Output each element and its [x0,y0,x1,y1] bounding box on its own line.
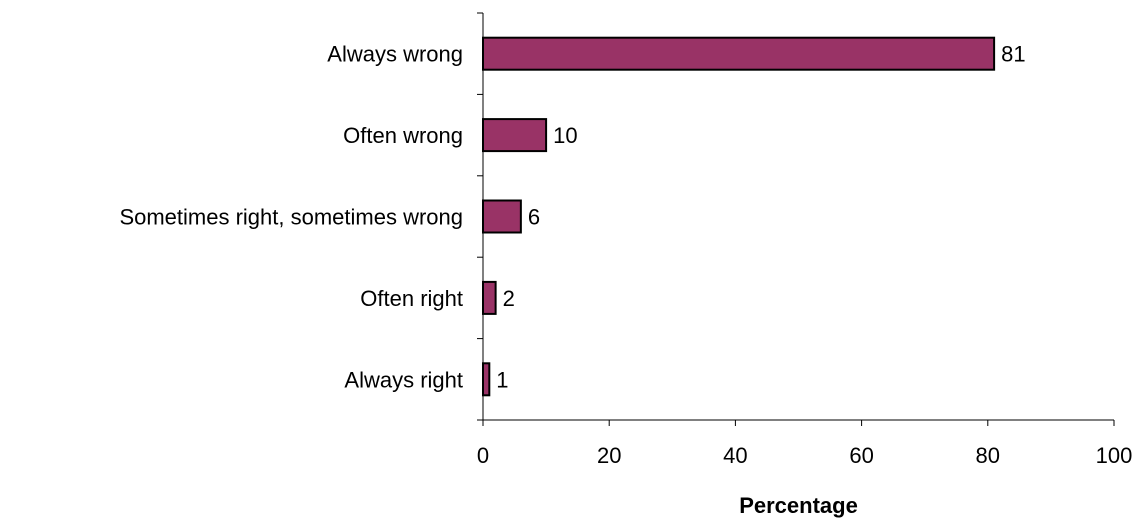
bar [482,362,491,397]
category-labels: Always wrong Often wrong Sometimes right, … [119,42,463,393]
bar [482,280,497,315]
data-label: 6 [528,205,540,230]
category-label: Often wrong [343,123,463,148]
bar [482,118,548,153]
x-tick-label: 20 [597,443,621,468]
bars [482,36,996,397]
x-axis-title: Percentage [739,493,858,518]
x-tick-label: 40 [723,443,747,468]
bar [482,36,996,71]
x-tick-labels: 0 20 40 60 80 100 [477,443,1132,468]
category-label: Often right [360,286,463,311]
data-label: 2 [503,286,515,311]
bar [482,199,522,234]
x-tick-label: 80 [976,443,1000,468]
data-label: 81 [1001,42,1025,67]
category-label: Always right [344,367,463,392]
x-tick-label: 0 [477,443,489,468]
category-label: Always wrong [327,42,463,67]
x-axis [482,419,1115,426]
data-label: 1 [496,367,508,392]
x-tick-label: 100 [1096,443,1133,468]
data-label: 10 [553,123,577,148]
x-tick-label: 60 [849,443,873,468]
category-label: Sometimes right, sometimes wrong [119,205,463,230]
data-labels: 81 10 6 2 1 [496,42,1025,393]
